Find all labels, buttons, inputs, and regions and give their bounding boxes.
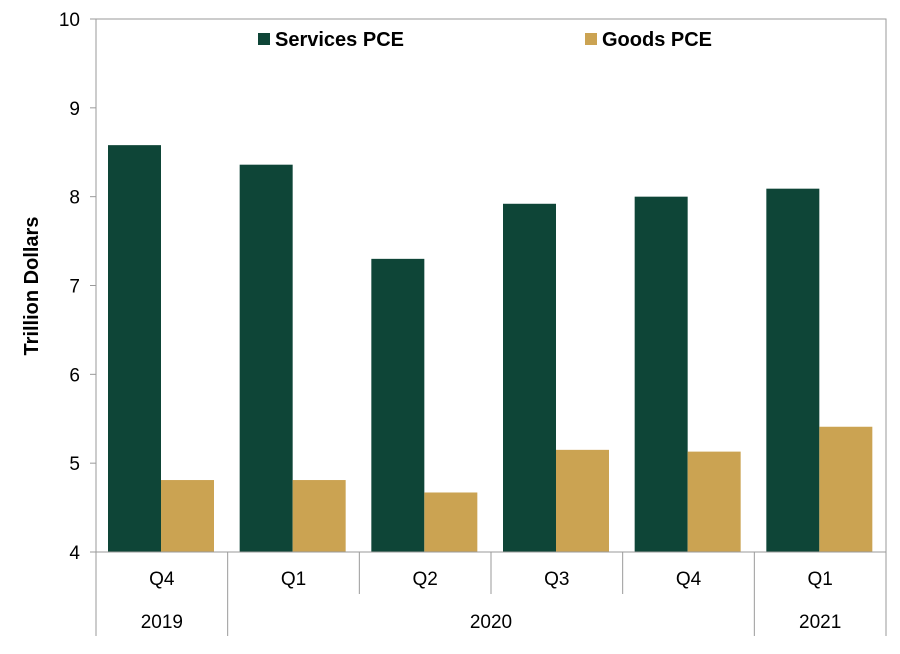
y-tick-label: 6 <box>69 365 80 386</box>
legend-label: Goods PCE <box>602 29 712 51</box>
bar-services-pce-1 <box>239 164 293 553</box>
y-axis-ticks: 4 5 6 7 8 9 10 <box>59 10 96 564</box>
x-category-label: Q4 <box>676 569 702 590</box>
legend-swatch-goods-pce <box>585 33 597 45</box>
bar-services-pce-4 <box>634 196 688 552</box>
bar-services-pce-3 <box>503 203 556 553</box>
bars-group <box>108 145 873 553</box>
x-category-label: Q1 <box>281 569 306 590</box>
x-category-label: Q2 <box>412 569 437 590</box>
bar-services-pce-0 <box>108 145 161 553</box>
bar-services-pce-5 <box>766 188 820 552</box>
bar-goods-pce-4 <box>687 451 741 552</box>
y-tick-label: 8 <box>69 188 80 209</box>
y-tick-label: 4 <box>69 543 80 564</box>
x-year-label: 2021 <box>799 612 841 633</box>
bar-goods-pce-0 <box>161 480 214 552</box>
bar-goods-pce-5 <box>819 426 873 552</box>
y-tick-label: 10 <box>59 10 80 31</box>
x-year-label: 2020 <box>470 612 512 633</box>
y-tick-label: 5 <box>69 454 80 475</box>
x-year-label: 2019 <box>141 612 183 633</box>
bar-goods-pce-3 <box>556 449 609 552</box>
bar-goods-pce-1 <box>292 480 346 552</box>
plot-area-frame <box>95 18 887 553</box>
x-axis: Q4 Q1 Q2 Q3 Q4 Q1 2019 2020 2021 <box>95 552 887 636</box>
y-axis-title: Trillion Dollars <box>21 217 43 356</box>
x-category-label: Q4 <box>149 569 175 590</box>
legend-label: Services PCE <box>275 29 404 51</box>
x-category-label: Q1 <box>807 569 832 590</box>
x-category-label: Q3 <box>544 569 569 590</box>
bar-goods-pce-2 <box>424 492 478 552</box>
legend: Services PCE Goods PCE <box>258 29 712 51</box>
y-tick-label: 9 <box>69 99 80 120</box>
legend-swatch-services-pce <box>258 33 270 45</box>
y-tick-label: 7 <box>69 277 80 298</box>
bar-services-pce-2 <box>371 258 425 552</box>
